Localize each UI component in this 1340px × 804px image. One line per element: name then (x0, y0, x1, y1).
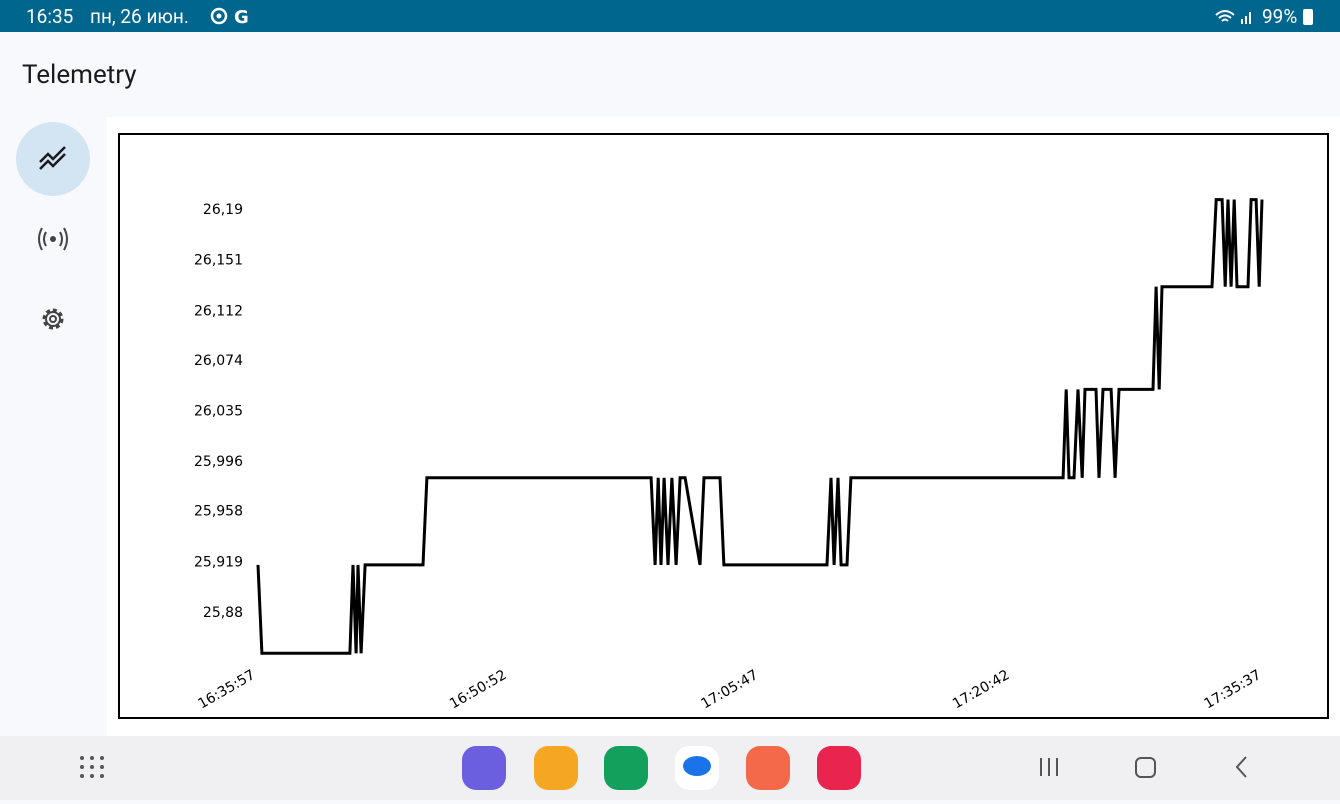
nav-charts[interactable] (16, 122, 90, 196)
y-tick-label: 26,074 (194, 353, 243, 369)
app-phone[interactable] (604, 746, 648, 790)
recents-button[interactable] (1040, 758, 1058, 776)
y-tick-label: 26,19 (203, 202, 243, 218)
y-tick-label: 25,958 (194, 504, 243, 520)
y-tick-label: 26,035 (194, 404, 243, 420)
y-tick-label: 25,996 (194, 454, 243, 470)
clock: 16:35 (26, 5, 74, 28)
app-internet[interactable] (462, 746, 506, 790)
app-contacts[interactable] (746, 746, 790, 790)
y-tick-label: 26,112 (194, 303, 243, 319)
app-drawer[interactable] (80, 756, 104, 778)
home-button[interactable] (1135, 757, 1156, 778)
navigation-bar (0, 736, 1340, 800)
nav-rail (0, 117, 107, 736)
y-tick-label: 26,151 (194, 253, 243, 269)
back-button[interactable] (1235, 756, 1247, 778)
y-tick-label: 25,919 (194, 554, 243, 570)
nav-settings[interactable] (42, 308, 64, 330)
app-title: Telemetry (22, 60, 137, 90)
chart: 25,88 25,919 25,958 25,996 26,035 26,074 26,11… (118, 133, 1329, 719)
battery-icon (1303, 9, 1313, 25)
nav-icons (16, 122, 90, 330)
app-files[interactable] (534, 746, 578, 790)
app-camera[interactable] (817, 746, 861, 790)
date: пн, 26 июн. (90, 5, 189, 28)
data-line (256, 198, 1264, 655)
signal-icons (1215, 10, 1251, 24)
dock-icons (80, 746, 1247, 790)
status-icons: G (210, 7, 249, 27)
svg-text:G: G (234, 7, 249, 27)
chart-frame (118, 133, 1329, 719)
nav-connection[interactable] (38, 227, 68, 251)
y-tick-label: 25,88 (203, 605, 243, 621)
status-bar: 16:35 пн, 26 июн. G 99% (0, 0, 1340, 32)
battery-level: 99% (1262, 5, 1298, 28)
